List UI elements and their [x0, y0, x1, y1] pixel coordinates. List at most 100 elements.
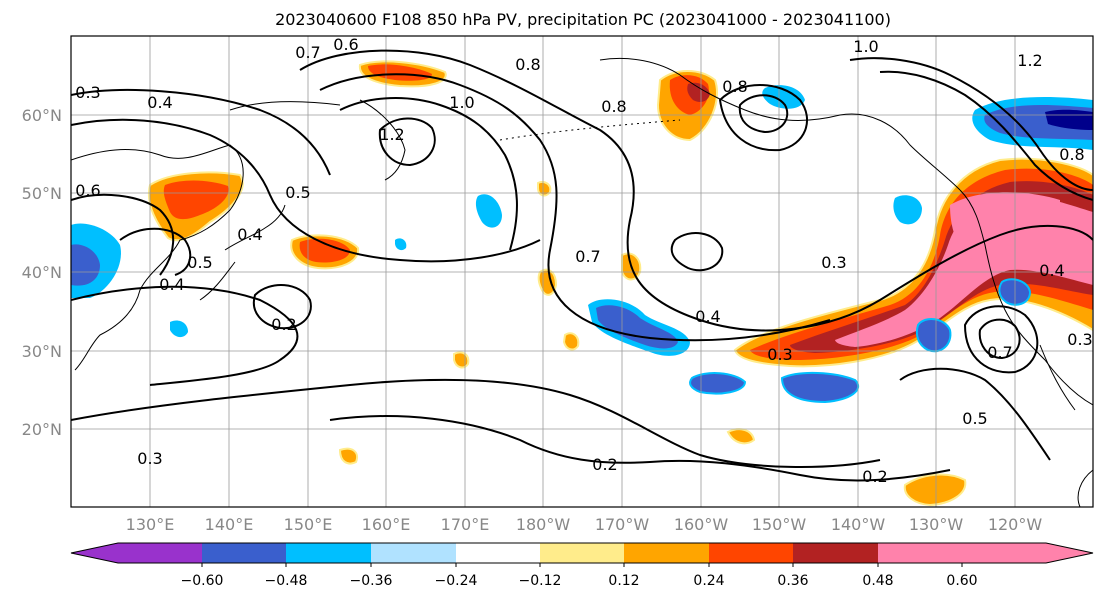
colorbar-tick-label: 0.24 — [693, 573, 724, 589]
contour-02 — [71, 285, 299, 386]
colorbar-tick-label: 0.48 — [862, 573, 893, 589]
colorbar-segment — [202, 543, 286, 563]
contour-label: 0.5 — [285, 183, 310, 202]
lon-label: 140°E — [205, 515, 254, 534]
colorbar-tick-label: −0.60 — [181, 573, 224, 589]
colorbar — [70, 542, 1094, 567]
lon-label: 140°W — [831, 515, 886, 534]
precip-neg-east — [780, 371, 860, 404]
precip-neg-180 — [475, 194, 502, 228]
lon-label: 160°E — [362, 515, 411, 534]
graticule — [71, 36, 1093, 507]
precip-neg-baja — [915, 318, 952, 353]
contour-pacific-low — [71, 118, 541, 263]
contour-05-asia — [119, 227, 192, 276]
contour-label: 0.3 — [767, 345, 792, 364]
colorbar-tick-label: 0.12 — [608, 573, 639, 589]
contour-closed-bc — [963, 305, 1039, 374]
precip-pos-kamchatka-core — [368, 64, 432, 81]
colorbar-ticks: −0.60 −0.48 −0.36 −0.24 −0.12 0.12 0.24 … — [181, 573, 978, 589]
contour-kam-closed — [378, 117, 436, 167]
contour-label: 0.8 — [601, 97, 626, 116]
contour-label: 0.4 — [1039, 261, 1064, 280]
lon-label: 160°W — [674, 515, 729, 534]
contour-label: 0.8 — [1059, 145, 1084, 164]
colorbar-tick-label: −0.48 — [265, 573, 308, 589]
colorbar-segment — [793, 543, 878, 563]
contour-label: 1.2 — [379, 125, 404, 144]
lat-label: 50°N — [22, 184, 62, 203]
lat-label: 30°N — [22, 342, 62, 361]
contour-pacific-mid — [71, 89, 331, 176]
colorbar-segment — [540, 543, 624, 563]
contour-closed-bc2 — [978, 318, 1021, 360]
contour-label: 0.4 — [695, 307, 720, 326]
lon-label: 150°W — [752, 515, 807, 534]
map-frame — [70, 35, 1094, 508]
lon-label: 120°W — [988, 515, 1043, 534]
contour-07-west — [71, 193, 175, 276]
coast-mexico — [1077, 469, 1093, 507]
pv-contours — [71, 49, 1093, 482]
contour-high-ring3 — [339, 97, 518, 251]
precip-pos-sm2 — [562, 332, 580, 351]
precip-pos-kuril-core — [299, 238, 350, 263]
contour-label: 0.8 — [722, 77, 747, 96]
contour-cyclone-bering — [718, 84, 809, 152]
lat-label: 20°N — [22, 420, 62, 439]
precip-pos-bering-dark — [687, 82, 710, 102]
coast-asia — [71, 144, 244, 371]
contour-labels: 0.6 0.7 0.8 0.3 0.8 1.0 1.2 0.4 0.5 1.0 … — [75, 35, 1092, 486]
colorbar-segment — [624, 543, 709, 563]
contour-cyclone-bering2 — [738, 94, 789, 134]
contour-closed-nw — [252, 283, 312, 330]
contour-label: 0.3 — [821, 253, 846, 272]
contour-gulf-ring2 — [879, 70, 1093, 201]
lon-label: 170°E — [441, 515, 490, 534]
lat-label: 40°N — [22, 263, 62, 282]
lon-label: 150°E — [284, 515, 333, 534]
contour-label: 0.6 — [333, 35, 358, 54]
coast-baja — [1039, 344, 1076, 411]
contour-gulf-ring — [849, 57, 1093, 191]
precip-pink-core — [950, 192, 1060, 265]
precip-neg-sm6 — [395, 238, 407, 251]
contour-label: 1.2 — [1017, 51, 1042, 70]
contour-02b — [329, 415, 951, 482]
precip-pos-sm1 — [453, 351, 470, 369]
colorbar-segment — [371, 543, 456, 563]
colorbar-tick-label: −0.12 — [519, 573, 562, 589]
colorbar-segment — [456, 543, 540, 563]
contour-label: 0.7 — [575, 247, 600, 266]
precip-pos-sw — [903, 473, 967, 507]
precip-pos-japan-core — [163, 180, 229, 220]
contour-label: 0.3 — [75, 83, 100, 102]
colorbar-segment — [878, 543, 962, 563]
contour-label: 1.0 — [853, 37, 878, 56]
contour-label: 0.8 — [515, 55, 540, 74]
colorbar-extend-high — [1046, 543, 1093, 563]
contour-label: 0.4 — [147, 93, 172, 112]
lon-label: 130°E — [126, 515, 175, 534]
contour-label: 0.2 — [271, 315, 296, 334]
lat-labels: 60°N 50°N 40°N 30°N 20°N — [22, 106, 62, 439]
contour-label: 0.4 — [159, 275, 184, 294]
contour-label: 0.5 — [187, 253, 212, 272]
coast-aleutians — [499, 119, 681, 141]
contour-label: 0.6 — [75, 181, 100, 200]
contour-label: 0.7 — [295, 43, 320, 62]
precip-neg-bc — [893, 195, 922, 225]
colorbar-tick-label: 0.60 — [946, 573, 977, 589]
contour-05-south — [899, 367, 1051, 461]
contour-label: 0.2 — [862, 467, 887, 486]
colorbar-extend-low — [71, 543, 118, 563]
coast-na-west — [959, 189, 1093, 406]
contour-label: 0.7 — [987, 343, 1012, 362]
coast-kamchatka — [229, 99, 406, 181]
colorbar-segment — [962, 543, 1046, 563]
lon-label: 170°W — [595, 515, 650, 534]
map-area: 0.6 0.7 0.8 0.3 0.8 1.0 1.2 0.4 0.5 1.0 … — [71, 35, 1093, 507]
contour-label: 0.2 — [592, 455, 617, 474]
colorbar-tick-label: −0.36 — [350, 573, 393, 589]
